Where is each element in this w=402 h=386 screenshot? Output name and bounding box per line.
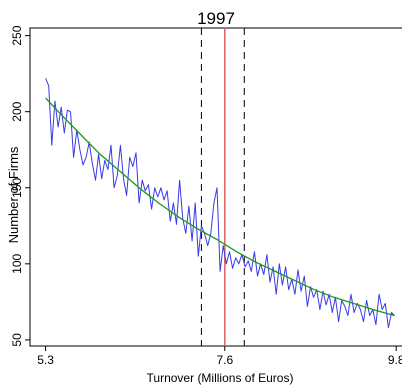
- y-tick-label: 150: [10, 177, 24, 197]
- y-axis-label: Number of Firms: [6, 146, 21, 243]
- plot-frame: [29, 27, 402, 347]
- fitted-curve-line: [45, 97, 395, 317]
- x-axis-label: Turnover (Millions of Euros): [147, 371, 294, 385]
- chart-title: 1997: [197, 9, 235, 28]
- y-axis: 50 100 150 200 250: [10, 25, 30, 347]
- plot-area: [29, 27, 402, 347]
- y-tick-label: 250: [10, 25, 24, 45]
- y-tick-label: 50: [10, 333, 24, 347]
- x-tick-label: 9.8: [388, 353, 402, 367]
- x-tick-label: 7.6: [216, 353, 233, 367]
- y-tick-label: 200: [10, 101, 24, 121]
- x-tick-label: 5.3: [37, 353, 54, 367]
- x-axis: 5.3 7.6 9.8: [37, 346, 402, 367]
- firm-count-line: [45, 78, 395, 329]
- y-tick-label: 100: [10, 253, 24, 273]
